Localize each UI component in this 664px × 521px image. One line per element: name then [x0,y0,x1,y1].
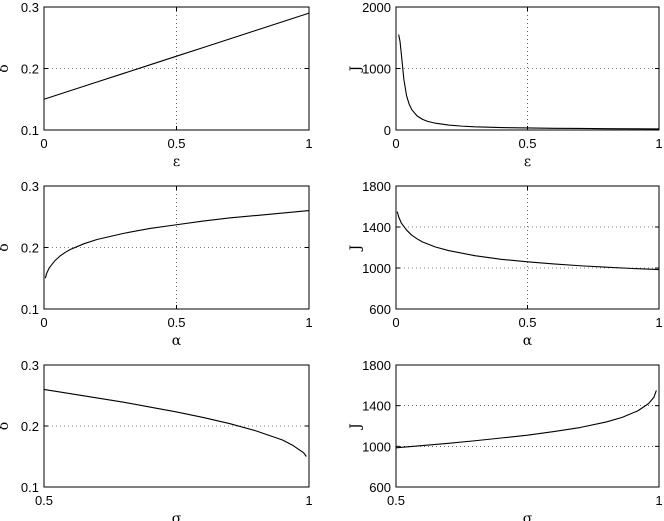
y-axis-label: J [348,245,364,253]
y-tick-label: 600 [369,302,391,317]
x-tick-label: 1 [655,493,662,508]
y-tick-label: 1000 [362,261,391,276]
chart-panel-6: 0.5 1 600 1000 1400 1800 σ J [348,358,663,521]
y-tick-label: 1800 [362,358,391,373]
y-tick-label: 2000 [362,0,391,15]
x-tick-label: 0 [40,136,47,151]
chart-panel-1: 0 0.5 1 0.1 0.2 0.3 ε δ [0,0,313,170]
x-tick-label: 0 [40,315,47,330]
y-tick-label: 1800 [362,179,391,194]
plot-frame [395,364,660,488]
y-tick-label: 1000 [362,62,391,77]
x-axis-label: ε [173,154,180,170]
chart-panel-5: 0.5 1 0.1 0.2 0.3 σ δ [0,358,313,521]
series-line [43,388,307,457]
x-axis-label: α [172,333,182,349]
x-tick-label: 0.5 [35,493,53,508]
y-tick-label: 600 [369,480,391,495]
y-axis-label: J [348,66,364,74]
series-line [395,390,657,449]
chart-panel-3: 0 0.5 1 0.1 0.2 0.3 α δ [0,179,313,349]
series-line [43,12,310,100]
x-tick-label: 0.5 [167,315,185,330]
x-axis-label: ε [524,154,531,170]
y-tick-label: 0.2 [21,62,39,77]
series-line [396,211,660,271]
y-axis-label: J [348,423,364,431]
series-line [44,210,310,279]
x-tick-label: 1 [655,315,662,330]
y-axis-label: δ [0,422,12,430]
y-tick-label: 0.2 [21,241,39,256]
y-tick-label: 0.1 [21,480,39,495]
series-line [398,34,660,130]
y-tick-label: 0.2 [21,419,39,434]
x-axis-label: α [523,333,533,349]
x-axis-label: σ [172,511,182,521]
y-tick-label: 0.1 [21,302,39,317]
x-tick-label: 1 [305,315,312,330]
x-tick-label: 0.5 [167,136,185,151]
x-axis-label: σ [523,511,533,521]
y-tick-label: 0.1 [21,123,39,138]
x-tick-label: 0 [392,136,399,151]
x-tick-label: 0.5 [518,315,536,330]
y-tick-label: 0 [384,123,391,138]
y-tick-label: 0.3 [21,179,39,194]
y-tick-label: 1400 [362,220,391,235]
x-tick-label: 0.5 [387,493,405,508]
x-tick-label: 1 [655,136,662,151]
y-axis-label: δ [0,243,12,251]
x-tick-label: 1 [305,136,312,151]
y-tick-label: 1400 [362,399,391,414]
x-tick-label: 0 [392,315,399,330]
y-tick-label: 0.3 [21,358,39,373]
y-tick-label: 1000 [362,439,391,454]
chart-panel-2: 0 0.5 1 0 1000 2000 ε J [348,0,663,170]
chart-panel-4: 0 0.5 1 600 1000 1400 1800 α J [348,179,663,349]
x-tick-label: 0.5 [518,136,536,151]
y-axis-label: δ [0,64,12,72]
x-tick-label: 1 [305,493,312,508]
y-tick-label: 0.3 [21,0,39,15]
